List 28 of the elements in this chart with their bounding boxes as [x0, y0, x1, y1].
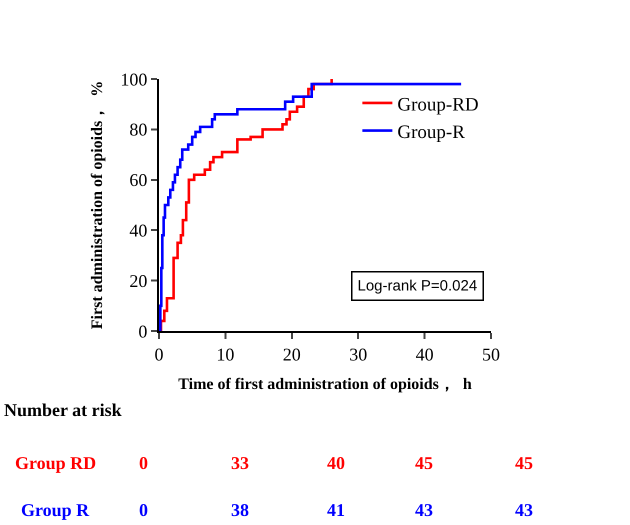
legend-label: Group-RD: [397, 94, 479, 116]
text: Group RD: [15, 453, 96, 473]
y-tick-label: 0: [138, 321, 148, 342]
text: 43: [515, 500, 533, 520]
x-tick-label: 0: [154, 344, 164, 365]
y-tick-label: 100: [120, 69, 148, 90]
text: 33: [231, 453, 249, 473]
y-tick-label: 60: [129, 170, 148, 190]
text: 45: [415, 453, 433, 473]
y-axis-title: First administration of opioids， %: [88, 80, 106, 330]
y-tick-label: 40: [129, 220, 148, 240]
text: 45: [515, 453, 533, 473]
x-tick-label: 10: [216, 344, 234, 365]
text: 43: [415, 500, 433, 520]
x-tick-label: 20: [282, 344, 301, 365]
text: 40: [327, 453, 345, 473]
x-tick-label: 50: [482, 344, 500, 365]
legend-label: Group-R: [397, 122, 466, 143]
text: 38: [231, 500, 249, 520]
y-tick-label: 20: [129, 270, 148, 291]
text: 41: [327, 500, 345, 520]
x-axis-title: Time of first administration of opioids， h: [178, 376, 472, 393]
text: Number at risk: [4, 400, 122, 420]
annotation: Log-rank P=0.024: [358, 278, 478, 294]
y-tick-label: 80: [129, 120, 148, 140]
text: Group R: [21, 500, 90, 520]
x-tick-label: 40: [416, 344, 434, 365]
x-tick-label: 30: [349, 344, 368, 365]
